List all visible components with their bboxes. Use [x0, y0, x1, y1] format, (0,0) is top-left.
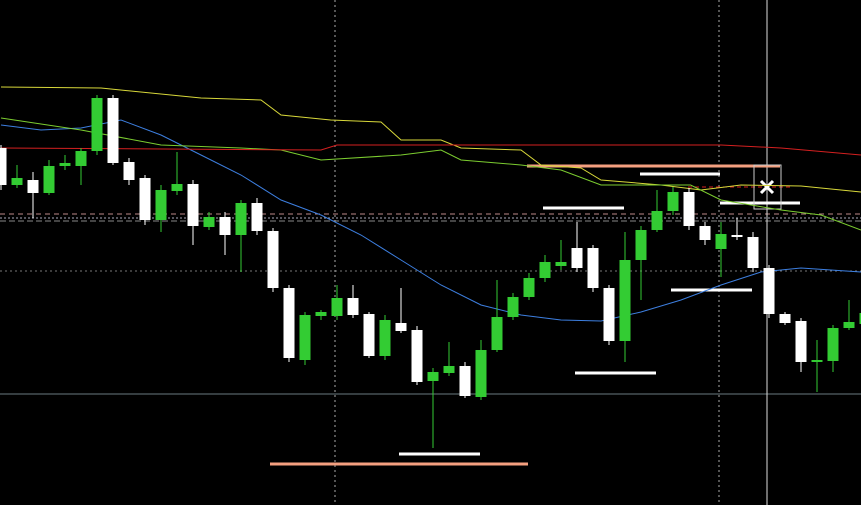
candle-body: [235, 203, 247, 235]
candle-body: [763, 268, 775, 314]
candle-body: [187, 184, 199, 226]
indicator-line: [0, 119, 861, 322]
candle-body: [331, 298, 343, 316]
candle-body: [315, 312, 327, 316]
candle-body: [283, 288, 295, 358]
candle-body: [0, 148, 7, 185]
candle-body: [267, 231, 279, 288]
candle-body: [523, 278, 535, 297]
candle-body: [587, 248, 599, 288]
candle-body: [155, 190, 167, 220]
candle-body: [107, 98, 119, 163]
candle-body: [299, 315, 311, 360]
selection-box[interactable]: [753, 164, 782, 210]
candle-body: [203, 217, 215, 227]
candle-body: [411, 330, 423, 382]
candle-body: [619, 260, 631, 341]
candle-body: [507, 297, 519, 317]
candle-body: [75, 151, 87, 166]
candle-body: [667, 192, 679, 211]
candle-body: [795, 321, 807, 362]
plot: [0, 86, 861, 448]
candle-body: [683, 192, 695, 226]
candle-body: [347, 298, 359, 315]
candle-body: [27, 180, 39, 193]
candle-body: [699, 226, 711, 240]
candle-body: [171, 184, 183, 191]
candle-body: [475, 350, 487, 397]
candle-body: [731, 235, 743, 237]
candle-body: [379, 320, 391, 356]
candle-body: [91, 98, 103, 151]
candle-body: [539, 262, 551, 278]
candle-body: [491, 317, 503, 350]
candle-body: [827, 328, 839, 361]
candle-body: [747, 237, 759, 268]
indicator-line: [0, 144, 861, 156]
candle-body: [811, 360, 823, 362]
candle-body: [651, 211, 663, 230]
candle-body: [635, 230, 647, 260]
candle-body: [43, 166, 55, 193]
candle-body: [555, 262, 567, 266]
candle-body: [859, 313, 861, 324]
candle-body: [251, 203, 263, 231]
candle-body: [395, 323, 407, 331]
candle-body: [779, 314, 791, 323]
candle-body: [443, 366, 455, 373]
indicator-line: [0, 117, 861, 231]
candle-body: [571, 248, 583, 268]
candle-body: [11, 178, 23, 185]
candle-body: [363, 314, 375, 356]
candle-body: [843, 322, 855, 328]
close-icon[interactable]: [759, 179, 775, 195]
candle-body: [427, 372, 439, 381]
candle-body: [459, 366, 471, 396]
candle-body: [59, 163, 71, 166]
candle-body: [139, 178, 151, 220]
candle-body: [219, 217, 231, 235]
candle-body: [123, 162, 135, 180]
candle-body: [715, 234, 727, 249]
candle-body: [603, 288, 615, 341]
